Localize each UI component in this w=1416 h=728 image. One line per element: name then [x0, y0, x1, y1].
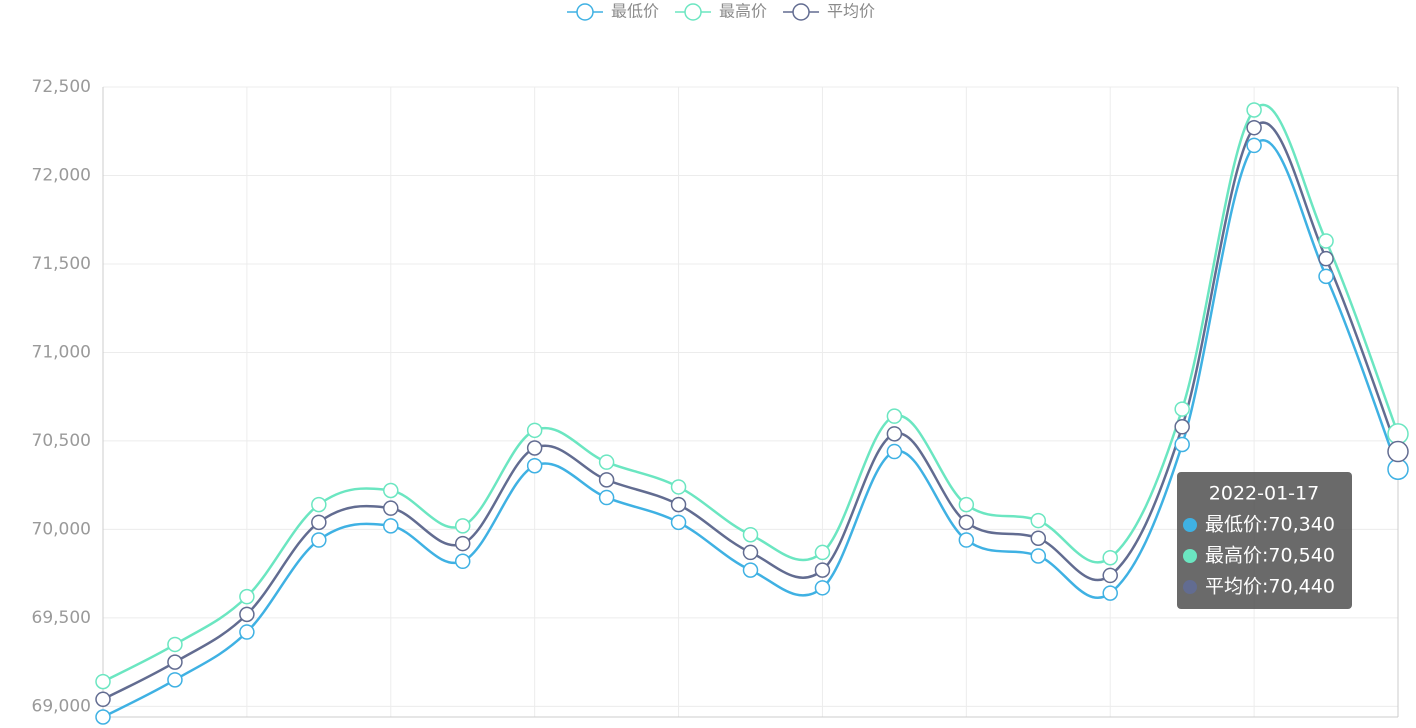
data-point [886, 426, 903, 442]
data-point [167, 672, 183, 688]
data-point [886, 408, 903, 424]
legend-icon [792, 3, 810, 21]
data-point [1318, 250, 1334, 267]
data-point [311, 514, 327, 531]
data-point [454, 535, 471, 552]
tooltip-dot [1183, 549, 1197, 563]
series-line [102, 139, 1400, 719]
tooltip-box [1177, 472, 1352, 609]
legend-label: 平均价 [827, 2, 875, 21]
data-point [454, 553, 471, 570]
tooltip-dot [1183, 518, 1197, 532]
data-point [814, 544, 831, 561]
data-point [1318, 268, 1334, 285]
tooltip: 2022-01-17 最低价: 70,340 最高价: 70,540 平均价: 70,… [1177, 472, 1352, 609]
data-point [886, 443, 903, 460]
data-point [670, 514, 687, 531]
tooltip-title: 2022-01-17 [1209, 483, 1319, 505]
data-point [670, 479, 687, 495]
data-point [526, 422, 543, 439]
data-point [95, 709, 111, 725]
legend-icon [684, 3, 702, 21]
tooltip-sep: : [1262, 514, 1268, 536]
data-point [239, 624, 255, 640]
data-point [167, 654, 183, 670]
y-tick-label: 71,500 [32, 254, 91, 274]
series-line [102, 121, 1400, 701]
data-point [1030, 530, 1047, 547]
legend: 最低价 最高价 平均价 [567, 2, 875, 21]
data-point [526, 440, 543, 456]
tooltip-value: 70,340 [1268, 514, 1334, 536]
y-tick-label: 69,000 [32, 696, 91, 716]
data-point [958, 514, 975, 531]
y-tick-label: 72,000 [32, 165, 91, 185]
data-point [742, 526, 759, 543]
data-point [526, 457, 543, 474]
tooltip-dot [1183, 580, 1197, 594]
data-point [1318, 233, 1334, 249]
data-point [383, 482, 399, 499]
y-tick-label: 70,500 [32, 431, 91, 451]
data-point [239, 606, 255, 623]
data-point [598, 472, 615, 488]
data-point [958, 496, 975, 513]
data-point [814, 562, 831, 578]
data-point [1246, 137, 1262, 154]
y-tick-label: 69,500 [32, 608, 91, 628]
data-point [454, 518, 471, 534]
legend-icon [576, 3, 594, 21]
data-point [1174, 436, 1190, 453]
data-point [383, 500, 399, 516]
data-point [1246, 102, 1262, 118]
data-point [1387, 440, 1409, 463]
data-point [814, 580, 831, 596]
tooltip-name: 最低价 [1205, 514, 1262, 536]
legend-label: 最高价 [719, 2, 767, 21]
tooltip-sep: : [1262, 545, 1268, 567]
y-tick-label: 72,500 [32, 77, 91, 97]
y-tick-label: 70,000 [32, 519, 91, 539]
data-point [1102, 585, 1118, 601]
data-point [239, 588, 255, 605]
data-point [167, 636, 183, 653]
data-point [383, 518, 399, 534]
data-point [1030, 548, 1047, 564]
data-point [670, 496, 687, 513]
data-point [958, 532, 975, 548]
data-point [1102, 549, 1118, 566]
tooltip-name: 平均价 [1205, 576, 1262, 598]
legend-label: 最低价 [611, 2, 659, 21]
data-point [1174, 401, 1190, 417]
data-point [95, 691, 111, 708]
data-point [598, 489, 615, 506]
data-point [1174, 419, 1190, 435]
data-point [598, 454, 615, 470]
y-tick-label: 71,000 [32, 342, 91, 362]
tooltip-name: 最高价 [1205, 545, 1262, 567]
data-point [1030, 512, 1047, 529]
data-point [311, 532, 327, 548]
data-point [95, 673, 111, 690]
tooltip-value: 70,540 [1268, 545, 1334, 567]
data-point [1246, 119, 1262, 136]
data-point [311, 496, 327, 513]
data-point [1102, 567, 1118, 584]
tooltip-value: 70,440 [1268, 576, 1334, 598]
tooltip-sep: : [1262, 576, 1268, 598]
data-point [742, 544, 759, 561]
data-point [742, 562, 759, 578]
